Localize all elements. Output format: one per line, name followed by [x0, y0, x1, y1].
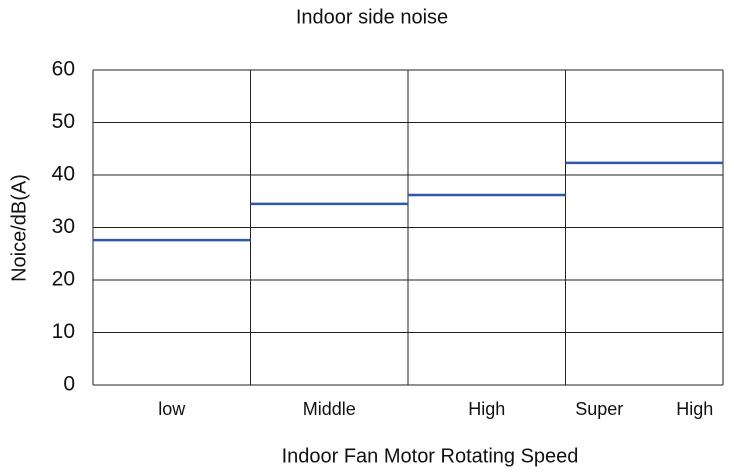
x-tick-label: High: [468, 399, 505, 419]
chart-title: Indoor side noise: [296, 6, 448, 28]
x-tick-label: Middle: [303, 399, 356, 419]
y-tick-label: 20: [52, 268, 75, 291]
y-tick-label: 40: [52, 163, 75, 186]
x-axis-label: Indoor Fan Motor Rotating Speed: [282, 445, 579, 467]
x-tick-label: low: [158, 399, 186, 419]
y-tick-label: 0: [63, 373, 75, 396]
y-tick-label: 30: [52, 215, 75, 238]
x-tick-label: Super High: [575, 399, 713, 419]
y-tick-label: 60: [52, 58, 75, 81]
y-tick-label: 10: [52, 320, 75, 343]
y-tick-label: 50: [52, 110, 75, 133]
y-axis-label: Noice/dB(A): [8, 174, 30, 282]
